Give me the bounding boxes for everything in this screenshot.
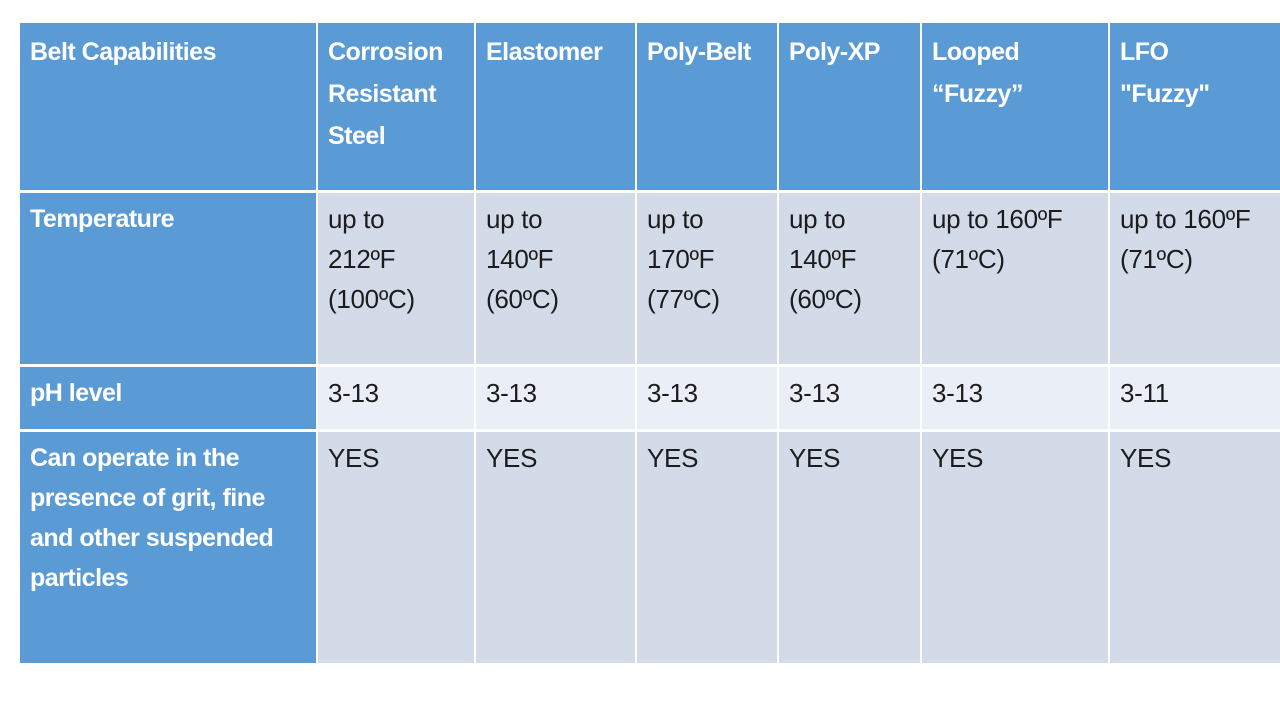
cell-ph-looped-fuzzy: 3-13	[922, 367, 1108, 429]
cell-temperature-poly-xp: up to 140ºF (60ºC)	[779, 193, 920, 364]
column-header-corrosion-resistant-steel: Corrosion Resistant Steel	[318, 23, 474, 190]
cell-temperature-looped-fuzzy: up to 160ºF (71ºC)	[922, 193, 1108, 364]
column-header-poly-belt: Poly-Belt	[637, 23, 777, 190]
cell-ph-poly-xp: 3-13	[779, 367, 920, 429]
column-header-elastomer: Elastomer	[476, 23, 635, 190]
cell-temperature-lfo-fuzzy: up to 160ºF (71ºC)	[1110, 193, 1280, 364]
column-header-looped-fuzzy: Looped “Fuzzy”	[922, 23, 1108, 190]
row-label-temperature: Temperature	[20, 193, 316, 364]
belt-capabilities-table: Belt Capabilities Corrosion Resistant St…	[20, 23, 1280, 663]
column-header-poly-xp: Poly-XP	[779, 23, 920, 190]
cell-temperature-elastomer: up to 140ºF (60ºC)	[476, 193, 635, 364]
cell-grit-lfo-fuzzy: YES	[1110, 432, 1280, 663]
cell-ph-lfo-fuzzy: 3-11	[1110, 367, 1280, 429]
column-header-lfo-fuzzy: LFO "Fuzzy"	[1110, 23, 1280, 190]
cell-ph-poly-belt: 3-13	[637, 367, 777, 429]
cell-grit-corrosion-resistant-steel: YES	[318, 432, 474, 663]
cell-grit-elastomer: YES	[476, 432, 635, 663]
cell-temperature-poly-belt: up to 170ºF (77ºC)	[637, 193, 777, 364]
cell-grit-poly-xp: YES	[779, 432, 920, 663]
cell-temperature-corrosion-resistant-steel: up to 212ºF (100ºC)	[318, 193, 474, 364]
cell-ph-elastomer: 3-13	[476, 367, 635, 429]
table-corner-header: Belt Capabilities	[20, 23, 316, 190]
cell-grit-looped-fuzzy: YES	[922, 432, 1108, 663]
row-label-grit-operation: Can operate in the presence of grit, fin…	[20, 432, 316, 663]
row-label-ph-level: pH level	[20, 367, 316, 429]
cell-grit-poly-belt: YES	[637, 432, 777, 663]
cell-ph-corrosion-resistant-steel: 3-13	[318, 367, 474, 429]
